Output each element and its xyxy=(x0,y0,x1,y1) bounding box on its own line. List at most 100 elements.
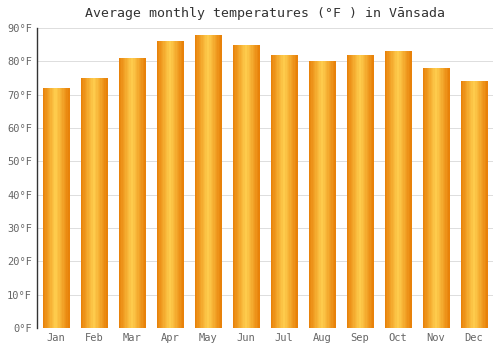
Bar xyxy=(312,61,314,328)
Bar xyxy=(332,61,334,328)
Bar xyxy=(314,61,316,328)
Bar xyxy=(430,68,432,328)
Bar xyxy=(396,51,397,328)
Bar xyxy=(400,51,402,328)
Bar xyxy=(162,41,164,328)
Bar xyxy=(202,35,204,328)
Bar xyxy=(422,68,424,328)
Bar xyxy=(482,82,484,328)
Bar xyxy=(94,78,96,328)
Bar xyxy=(68,88,70,328)
Bar xyxy=(122,58,124,328)
Bar xyxy=(52,88,54,328)
Bar xyxy=(250,45,252,328)
Bar xyxy=(44,88,46,328)
Bar xyxy=(160,41,162,328)
Bar xyxy=(270,55,272,328)
Bar xyxy=(84,78,86,328)
Bar xyxy=(274,55,275,328)
Bar xyxy=(182,41,184,328)
Bar xyxy=(103,78,105,328)
Bar xyxy=(234,45,235,328)
Bar xyxy=(213,35,215,328)
Bar xyxy=(196,35,198,328)
Bar xyxy=(248,45,249,328)
Bar xyxy=(206,35,208,328)
Bar xyxy=(282,55,284,328)
Bar xyxy=(350,55,352,328)
Bar xyxy=(278,55,280,328)
Bar xyxy=(56,88,58,328)
Bar xyxy=(326,61,328,328)
Bar xyxy=(53,88,55,328)
Bar xyxy=(102,78,104,328)
Bar xyxy=(330,61,332,328)
Bar xyxy=(278,55,279,328)
Bar xyxy=(232,45,234,328)
Bar xyxy=(484,82,486,328)
Bar xyxy=(388,51,389,328)
Bar xyxy=(348,55,350,328)
Bar xyxy=(137,58,139,328)
Bar xyxy=(372,55,374,328)
Bar xyxy=(290,55,292,328)
Bar xyxy=(476,82,477,328)
Bar xyxy=(472,82,473,328)
Bar xyxy=(390,51,392,328)
Bar xyxy=(358,55,360,328)
Bar xyxy=(255,45,257,328)
Bar xyxy=(65,88,67,328)
Bar xyxy=(444,68,446,328)
Bar xyxy=(408,51,410,328)
Bar xyxy=(60,88,62,328)
Bar xyxy=(130,58,132,328)
Bar xyxy=(129,58,131,328)
Bar xyxy=(214,35,216,328)
Bar xyxy=(480,82,482,328)
Bar xyxy=(240,45,241,328)
Bar xyxy=(96,78,98,328)
Bar xyxy=(438,68,439,328)
Bar xyxy=(464,82,465,328)
Bar xyxy=(316,61,317,328)
Bar xyxy=(366,55,368,328)
Bar xyxy=(442,68,444,328)
Bar xyxy=(170,41,172,328)
Bar xyxy=(220,35,222,328)
Bar xyxy=(205,35,207,328)
Bar xyxy=(320,61,322,328)
Bar xyxy=(198,35,199,328)
Bar xyxy=(294,55,296,328)
Bar xyxy=(292,55,294,328)
Bar xyxy=(404,51,406,328)
Bar xyxy=(466,82,468,328)
Bar xyxy=(320,61,321,328)
Bar xyxy=(350,55,351,328)
Bar xyxy=(400,51,401,328)
Bar xyxy=(128,58,130,328)
Bar xyxy=(142,58,144,328)
Bar xyxy=(99,78,101,328)
Bar xyxy=(138,58,140,328)
Bar xyxy=(284,55,286,328)
Bar xyxy=(430,68,431,328)
Bar xyxy=(125,58,127,328)
Bar xyxy=(50,88,52,328)
Bar xyxy=(66,88,68,328)
Bar xyxy=(324,61,326,328)
Bar xyxy=(216,35,218,328)
Bar xyxy=(484,82,485,328)
Bar xyxy=(134,58,136,328)
Bar xyxy=(212,35,214,328)
Bar xyxy=(166,41,168,328)
Bar xyxy=(460,82,462,328)
Bar xyxy=(126,58,128,328)
Bar xyxy=(163,41,165,328)
Bar xyxy=(91,78,93,328)
Bar xyxy=(384,51,386,328)
Bar xyxy=(164,41,166,328)
Bar xyxy=(446,68,448,328)
Bar xyxy=(104,78,106,328)
Bar xyxy=(258,45,260,328)
Bar xyxy=(158,41,160,328)
